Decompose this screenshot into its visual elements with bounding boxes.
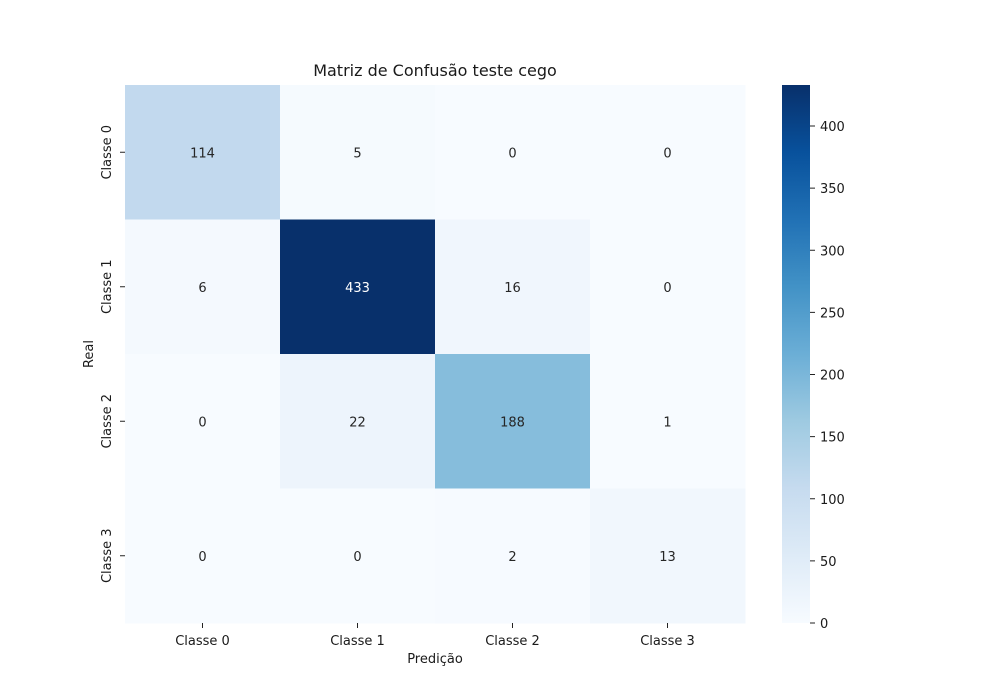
x-tick-label: Classe 1 — [330, 634, 385, 649]
y-tick-label: Classe 2 — [100, 394, 115, 449]
colorbar: 0 50 100 150 200 250 300 350 400 — [782, 85, 845, 632]
cell-value-label: 2 — [508, 550, 516, 565]
cell-value-label: 114 — [190, 146, 215, 161]
heatmap-cell — [280, 488, 436, 624]
colorbar-tick-label: 50 — [820, 555, 837, 570]
cell-value-label: 13 — [659, 550, 676, 565]
y-tick-label: Classe 0 — [100, 125, 115, 180]
y-tick-label: Classe 3 — [100, 528, 115, 583]
heatmap-cell — [125, 219, 281, 355]
cell-value-label: 0 — [198, 415, 206, 430]
colorbar-tick-label: 400 — [820, 120, 845, 135]
x-tick-label: Classe 0 — [175, 634, 230, 649]
y-tick-label: Classe 1 — [100, 259, 115, 314]
colorbar-tick-label: 0 — [820, 617, 828, 632]
heatmap-cell — [435, 85, 591, 220]
cell-value-label: 433 — [345, 281, 370, 296]
heatmap-cell — [590, 488, 746, 624]
heatmap-cell — [125, 85, 281, 220]
colorbar-tick-label: 350 — [820, 182, 845, 197]
colorbar-tick-label: 300 — [820, 244, 845, 259]
heatmap-cell — [280, 219, 436, 355]
heatmap-cell — [435, 354, 591, 489]
colorbar-gradient — [782, 85, 810, 623]
cell-value-label: 6 — [198, 281, 206, 296]
heatmap-cell — [280, 85, 436, 220]
y-axis-label: Real — [82, 340, 97, 368]
cell-value-label: 0 — [198, 550, 206, 565]
heatmap-cell — [125, 354, 281, 489]
heatmap-cell — [280, 354, 436, 489]
cell-value-label: 22 — [349, 415, 366, 430]
cell-value-label: 16 — [504, 281, 521, 296]
cell-value-label: 188 — [500, 415, 525, 430]
cell-value-label: 0 — [663, 146, 671, 161]
cell-value-label: 1 — [663, 415, 671, 430]
cell-value-label: 0 — [353, 550, 361, 565]
heatmap-cell — [590, 219, 746, 355]
x-tick-label: Classe 2 — [485, 634, 540, 649]
heatmap-cell — [435, 488, 591, 624]
colorbar-tick-label: 250 — [820, 306, 845, 321]
heatmap-cell — [590, 354, 746, 489]
cell-value-label: 0 — [508, 146, 516, 161]
chart-title: Matriz de Confusão teste cego — [313, 61, 557, 80]
heatmap-cells: 114 5 0 0 6 433 16 0 0 22 188 1 0 0 2 13 — [125, 85, 746, 624]
x-tick-label: Classe 3 — [640, 634, 695, 649]
heatmap-cell — [435, 219, 591, 355]
heatmap-cell — [125, 488, 281, 624]
colorbar-tick-label: 200 — [820, 369, 845, 384]
heatmap-cell — [590, 85, 746, 220]
x-axis-ticks: Classe 0 Classe 1 Classe 2 Classe 3 — [175, 623, 695, 649]
colorbar-tick-label: 150 — [820, 431, 845, 446]
y-axis-ticks: Classe 0 Classe 1 Classe 2 Classe 3 — [100, 125, 125, 583]
colorbar-tick-label: 100 — [820, 493, 845, 508]
cell-value-label: 0 — [663, 281, 671, 296]
x-axis-label: Predição — [407, 652, 463, 667]
cell-value-label: 5 — [353, 146, 361, 161]
